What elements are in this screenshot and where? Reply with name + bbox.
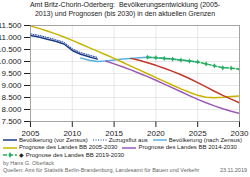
html-text:Prognose des Landes BB 2005-20: Prognose des Landes BB 2005-2030 <box>19 144 118 150</box>
svg-text:8.500: 8.500 <box>1 93 22 102</box>
html-text:Quellen: Amt für Statistik Ber: Quellen: Amt für Statistik Berlin-Brande… <box>3 166 200 173</box>
svg-text:2010: 2010 <box>63 129 81 137</box>
svg-text:2005: 2005 <box>22 129 40 137</box>
svg-text:10.000: 10.000 <box>0 57 22 66</box>
svg-text:11.500: 11.500 <box>0 21 22 30</box>
html-text:Amt Britz-Chorin-Oderberg: Bev: Amt Britz-Chorin-Oderberg: Bevölkerungse… <box>29 1 221 17</box>
html-text:Bevölkerung (nach Zensus): Bevölkerung (nach Zensus) <box>168 136 243 143</box>
html-text:Zuzugsflut aus: Zuzugsflut aus <box>108 136 148 143</box>
html-text:23.11.2019: 23.11.2019 <box>219 166 247 173</box>
svg-text:2025: 2025 <box>189 129 207 137</box>
html-text:Bevölkerung (vor Zensus): Bevölkerung (vor Zensus) <box>19 136 88 143</box>
svg-text:2015: 2015 <box>105 129 123 137</box>
svg-text:9.500: 9.500 <box>1 69 22 78</box>
svg-text:2030: 2030 <box>231 129 249 137</box>
html-text:◆ Prognose des Landes BB 2019-: ◆ Prognose des Landes BB 2019-2030 <box>19 151 125 158</box>
svg-text:9.000: 9.000 <box>1 81 22 90</box>
svg-text:8.000: 8.000 <box>1 105 22 114</box>
html-text:by Hans G. Oberlack: by Hans G. Oberlack <box>3 160 54 166</box>
svg-text:2020: 2020 <box>147 129 165 137</box>
svg-text:7.500: 7.500 <box>1 117 22 126</box>
svg-text:10.500: 10.500 <box>0 45 22 54</box>
html-text:Prognose des Landes BB 2014-20: Prognose des Landes BB 2014-2030 <box>138 144 237 150</box>
svg-text:11.000: 11.000 <box>0 33 22 42</box>
